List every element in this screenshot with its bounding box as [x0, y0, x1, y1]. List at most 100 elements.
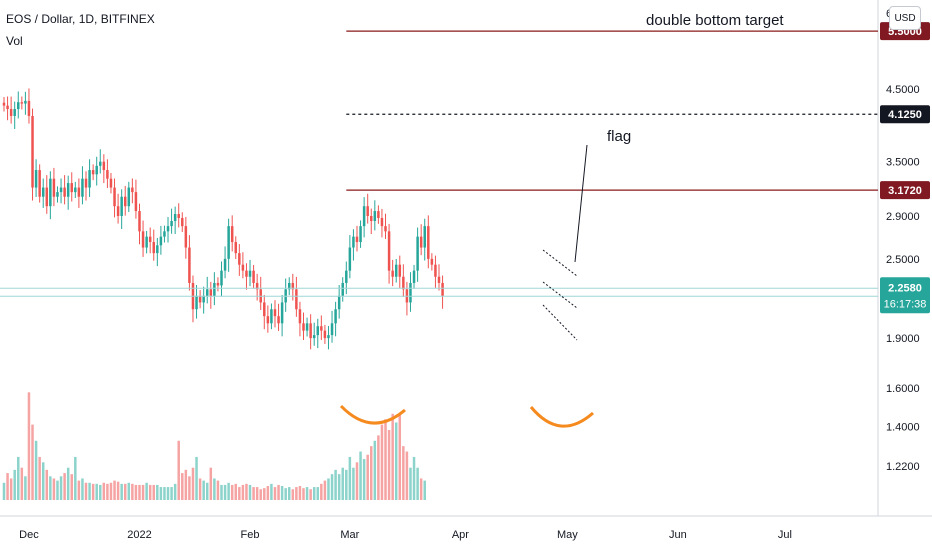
- candle-body: [327, 335, 330, 339]
- volume-indicator-label[interactable]: Vol: [6, 34, 23, 48]
- volume-bar: [316, 487, 320, 500]
- candle-body: [120, 196, 123, 216]
- volume-bar: [287, 487, 291, 500]
- volume-bar: [6, 473, 9, 500]
- candle-body: [181, 217, 184, 227]
- candle-body: [198, 295, 202, 303]
- candle-body: [377, 211, 380, 218]
- candle-body: [334, 309, 337, 324]
- candle-body: [202, 295, 205, 303]
- candle-body: [145, 236, 148, 248]
- volume-bar: [134, 484, 138, 500]
- volume-bar: [419, 478, 423, 500]
- candle-body: [141, 231, 145, 248]
- y-tick-label: 1.6000: [886, 383, 920, 395]
- volume-bar: [177, 440, 180, 500]
- volume-bar: [13, 469, 16, 500]
- volume-bar: [205, 482, 209, 500]
- volume-bar: [31, 424, 34, 500]
- volume-bar: [277, 484, 280, 500]
- candle-body: [245, 270, 248, 277]
- candle-body: [49, 178, 52, 207]
- candle-body: [280, 302, 284, 324]
- candle-body: [195, 295, 198, 310]
- candle-body: [362, 206, 366, 227]
- candle-body: [56, 192, 59, 197]
- candle-body: [337, 295, 341, 310]
- candle-body: [2, 102, 6, 106]
- candle-body: [230, 226, 234, 243]
- candle-body: [345, 270, 348, 283]
- volume-bar: [159, 487, 163, 500]
- candle-body: [227, 226, 230, 259]
- candle-body: [387, 231, 391, 271]
- volume-bar: [245, 483, 248, 500]
- x-tick-label: Feb: [241, 529, 260, 541]
- candle-body: [370, 215, 373, 222]
- candle-body: [291, 282, 295, 290]
- volume-bar: [362, 459, 366, 500]
- candle-body: [88, 170, 91, 188]
- candle-body: [305, 323, 309, 331]
- candle-body: [398, 264, 402, 277]
- level-price-tag: [880, 181, 930, 200]
- candle-body: [38, 170, 41, 197]
- candle-body: [352, 236, 355, 248]
- candle-body: [102, 161, 106, 171]
- volume-bar: [380, 424, 384, 500]
- candle-body: [81, 178, 84, 197]
- candle-body: [273, 309, 277, 317]
- volume-bar: [334, 469, 337, 500]
- candle-body: [74, 187, 77, 193]
- candle-body: [205, 289, 209, 296]
- candle-body: [434, 264, 437, 277]
- candle-body: [255, 282, 259, 290]
- candle-body: [384, 226, 387, 232]
- volume-bar: [70, 474, 73, 500]
- volume-bar: [359, 451, 362, 500]
- y-tick-label: 1.2200: [886, 461, 920, 473]
- x-tick-label: Jun: [669, 529, 687, 541]
- candle-body: [270, 309, 273, 324]
- volume-bar: [409, 467, 412, 500]
- volume-bar: [387, 430, 391, 500]
- candle-body: [77, 187, 81, 197]
- volume-bar: [263, 488, 266, 500]
- volume-bar: [398, 413, 402, 500]
- candle-body: [13, 109, 16, 116]
- flag-channel-line: [542, 249, 578, 277]
- volume-bar: [366, 454, 369, 500]
- volume-bar: [63, 473, 66, 500]
- volume-bar: [241, 484, 245, 500]
- candle-body: [70, 183, 73, 193]
- candle-body: [277, 316, 280, 324]
- candle-body: [298, 309, 302, 324]
- volume-bar: [341, 467, 344, 500]
- volume-bar: [152, 484, 156, 500]
- candle-body: [91, 170, 95, 175]
- candle-body: [430, 258, 434, 265]
- currency-button[interactable]: USD: [889, 6, 921, 30]
- volume-bar: [181, 473, 184, 500]
- candle-body: [380, 217, 384, 227]
- candle-body: [31, 115, 34, 188]
- volume-bar: [84, 482, 88, 500]
- annotation-double-bottom-target: double bottom target: [646, 12, 784, 29]
- y-tick-label: 2.5000: [886, 254, 920, 266]
- volume-bar: [56, 480, 59, 500]
- y-tick-label: 4.5000: [886, 84, 920, 96]
- candle-body: [6, 105, 9, 110]
- volume-bar: [77, 480, 81, 500]
- candle-body: [134, 192, 138, 212]
- candle-body: [170, 221, 173, 227]
- candle-body: [9, 109, 13, 116]
- countdown-text: 16:17:38: [884, 298, 927, 310]
- y-tick-label: 2.9000: [886, 211, 920, 223]
- candle-body: [24, 100, 27, 104]
- candle-body: [266, 316, 270, 324]
- candle-body: [312, 335, 316, 339]
- bottom-arc-right: [529, 406, 594, 428]
- volume-bar: [270, 483, 273, 500]
- candle-body: [359, 226, 362, 243]
